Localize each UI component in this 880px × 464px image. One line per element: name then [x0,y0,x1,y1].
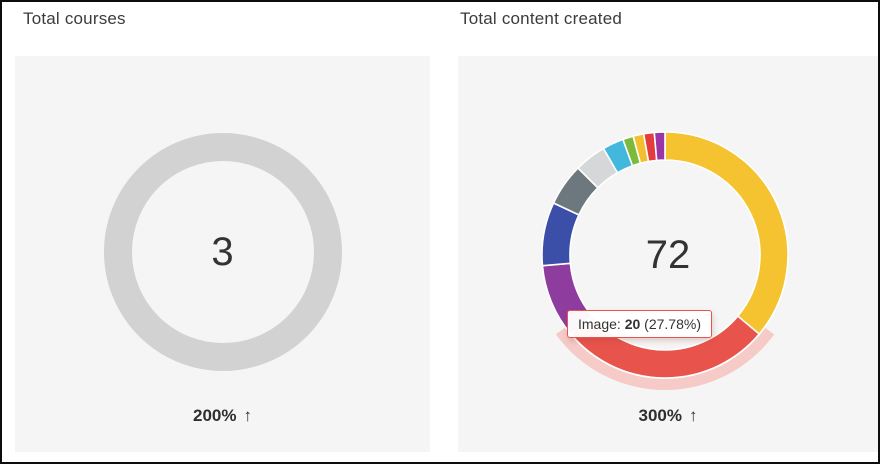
total-courses-center-value: 3 [211,230,234,274]
hover-halo [555,327,775,391]
total-courses-card: 3 200% ↑ [15,56,430,452]
up-arrow-icon: ↑ [243,406,252,425]
donut-segment-purple-small[interactable] [653,131,666,162]
total-content-center-value: 72 [645,233,691,277]
up-arrow-icon: ↑ [688,406,698,425]
tooltip-series-label: Image: [578,316,625,332]
change-percent: 300% [638,406,682,425]
change-percent: 200% [193,406,237,425]
total-courses-change: 200% ↑ [15,406,430,426]
total-courses-title: Total courses [23,9,126,28]
total-content-change: 300% ↑ [458,406,878,426]
tooltip-value: 20 [624,316,641,332]
total-content-created-card: 72 Image: 20 (27.78%) 300% ↑ [458,56,878,452]
total-content-created-donut-chart[interactable] [458,56,878,452]
donut-ring-courses[interactable] [104,133,342,371]
total-courses-donut-chart[interactable] [15,56,430,452]
tooltip-percent: (27.78%) [640,316,701,332]
total-content-created-title: Total content created [460,9,623,28]
chart-tooltip: Image: 20 (27.78%) [567,310,712,338]
